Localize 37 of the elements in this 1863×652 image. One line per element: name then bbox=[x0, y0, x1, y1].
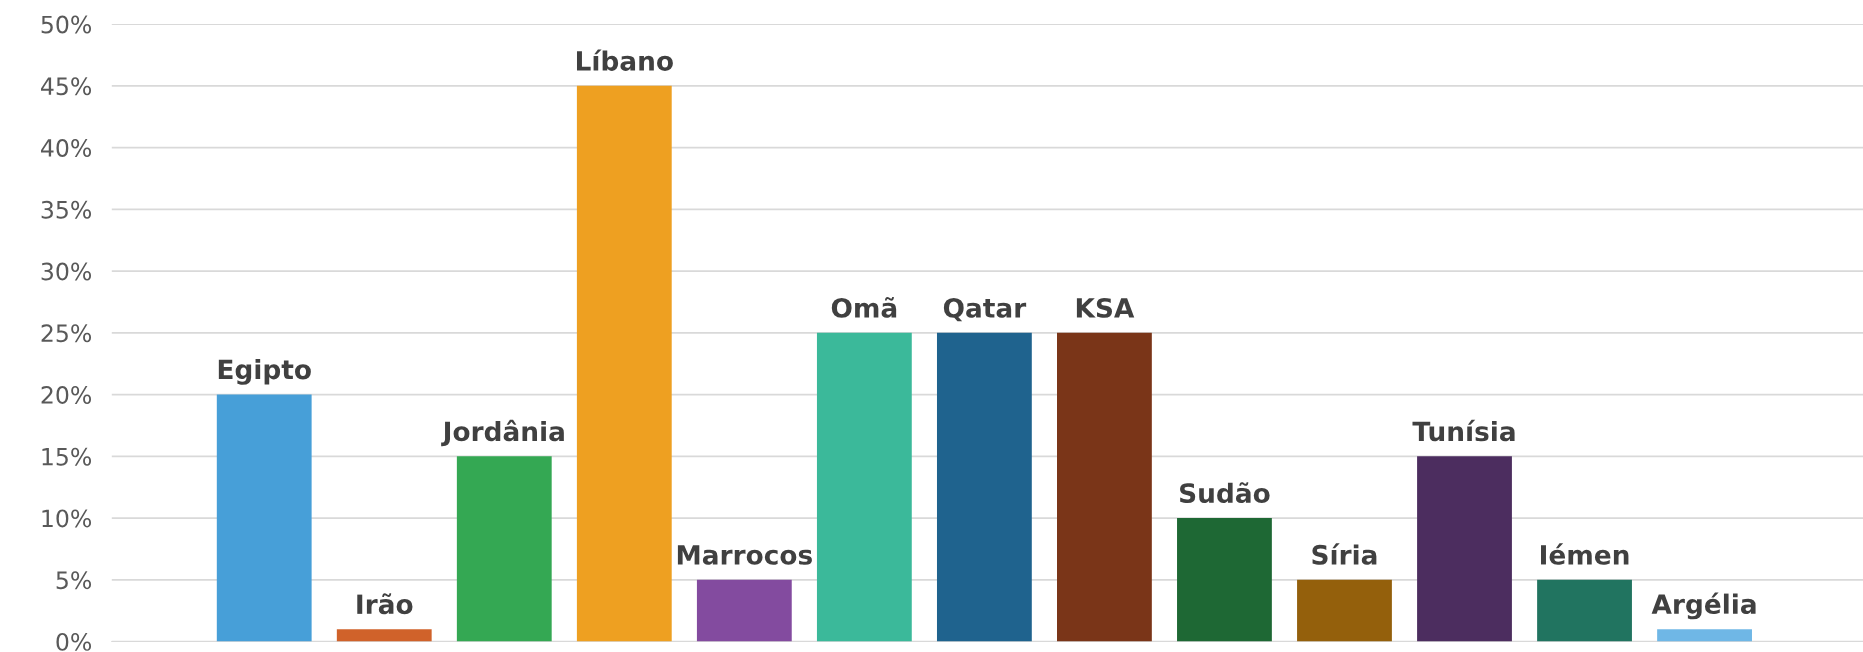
y-tick-label: 35% bbox=[41, 200, 92, 219]
x-tick-label: Jordânia bbox=[441, 419, 564, 447]
bar bbox=[936, 332, 1032, 642]
y-tick-label: 0% bbox=[56, 633, 92, 651]
x-tick-label: Argélia bbox=[1651, 592, 1756, 620]
y-tick-label: 50% bbox=[41, 15, 92, 34]
x-tick-label: Sudão bbox=[1180, 482, 1270, 504]
x-tick-label: Síria bbox=[1312, 543, 1377, 565]
bar bbox=[1537, 579, 1632, 642]
y-tick-label: 30% bbox=[41, 262, 92, 281]
x-tick-label: Irão bbox=[357, 593, 413, 615]
x-tick-label: KSA bbox=[1076, 297, 1135, 318]
y-tick-label: 45% bbox=[41, 77, 92, 96]
bar bbox=[1057, 332, 1152, 642]
y-tick-label: 40% bbox=[41, 139, 92, 157]
y-tick-label: 10% bbox=[42, 509, 92, 528]
y-tick-label: 20% bbox=[41, 386, 92, 404]
bar bbox=[336, 629, 432, 642]
bar bbox=[216, 394, 312, 642]
bar bbox=[576, 85, 672, 642]
bar bbox=[1297, 579, 1392, 642]
y-tick-label: 15% bbox=[42, 447, 92, 466]
x-tick-label: Egipto bbox=[218, 358, 311, 385]
bar bbox=[816, 332, 912, 642]
x-tick-label: Iémen bbox=[1541, 543, 1629, 565]
y-tick-label: 25% bbox=[41, 324, 92, 343]
bar bbox=[1177, 518, 1272, 642]
bar bbox=[696, 579, 792, 642]
x-tick-label: Tunísia bbox=[1412, 419, 1515, 442]
x-tick-label: Marrocos bbox=[677, 545, 812, 565]
y-tick-label: 5% bbox=[56, 571, 92, 590]
x-tick-label: Omã bbox=[831, 296, 897, 318]
bar bbox=[1657, 629, 1752, 642]
bar bbox=[1417, 456, 1512, 642]
x-tick-label: Líbano bbox=[576, 49, 673, 71]
bar bbox=[456, 456, 552, 642]
x-tick-label: Qatar bbox=[943, 297, 1027, 322]
